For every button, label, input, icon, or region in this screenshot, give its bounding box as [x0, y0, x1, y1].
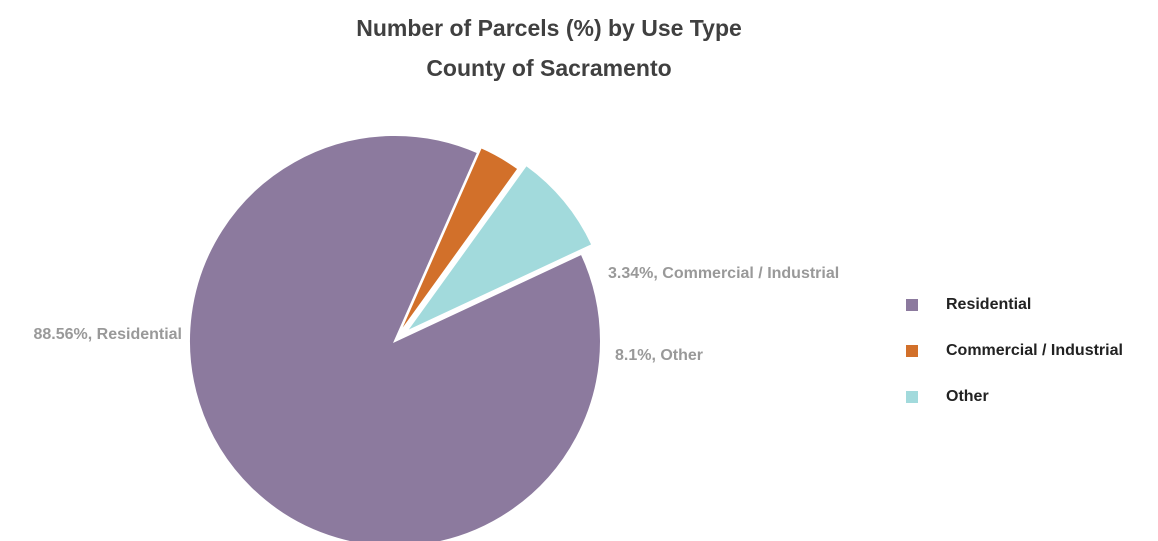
data-label-commercial-industrial: 3.34%, Commercial / Industrial	[608, 265, 839, 282]
pie-slice-commercial-industrial[interactable]	[397, 145, 520, 337]
legend-item-residential[interactable]: Residential	[906, 282, 1123, 328]
legend-label-other: Other	[946, 388, 989, 405]
data-label-other: 8.1%, Other	[615, 347, 703, 364]
legend-swatch-other	[906, 391, 918, 403]
legend-swatch-residential	[906, 299, 918, 311]
legend-item-commercial-industrial[interactable]: Commercial / Industrial	[906, 328, 1123, 374]
chart-title: Number of Parcels (%) by Use Type	[356, 15, 742, 41]
data-label-residential: 88.56%, Residential	[33, 326, 182, 343]
pie-slice-residential[interactable]	[188, 134, 602, 541]
legend-item-other[interactable]: Other	[906, 374, 1123, 420]
chart-title-block: Number of Parcels (%) by Use Type County…	[0, 8, 1098, 88]
chart-legend: Residential Commercial / Industrial Othe…	[906, 282, 1123, 420]
legend-swatch-commercial-industrial	[906, 345, 918, 357]
chart-subtitle: County of Sacramento	[426, 55, 672, 81]
legend-label-residential: Residential	[946, 296, 1032, 313]
legend-label-commercial-industrial: Commercial / Industrial	[946, 342, 1123, 359]
pie-slice-other[interactable]	[402, 163, 594, 335]
